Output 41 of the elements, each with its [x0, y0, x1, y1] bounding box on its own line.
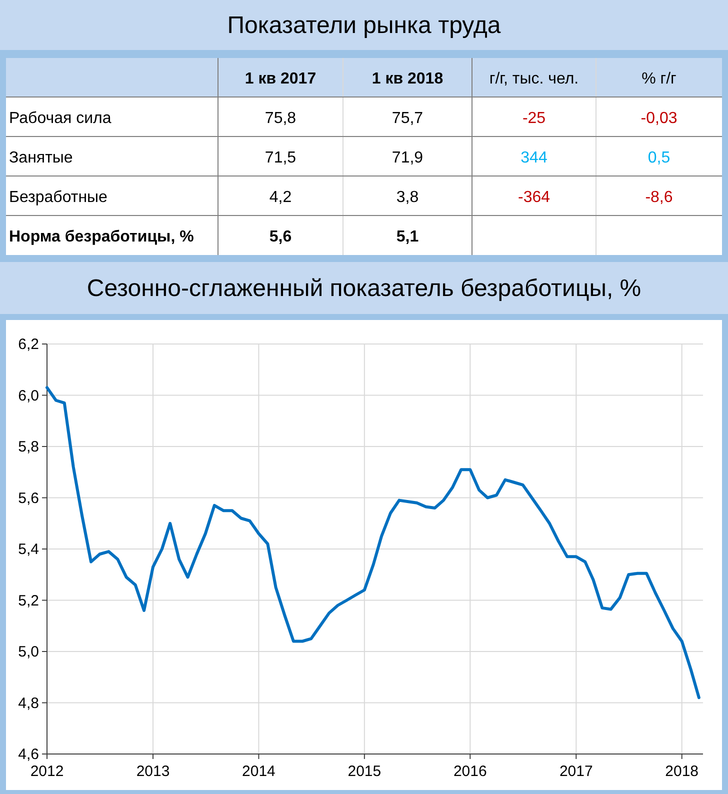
y-tick-label: 5,8: [18, 438, 39, 456]
y-tick-label: 5,0: [18, 644, 39, 660]
category-label: 1 кв 2017: [244, 70, 316, 88]
x-tick-label: 2012: [30, 763, 64, 780]
text: -364: [518, 188, 550, 206]
category-label: Занятые: [9, 149, 73, 166]
text: Показатели рынка труда: [227, 12, 502, 39]
y-tick-label: 6,0: [18, 387, 39, 404]
text: 4,2: [269, 188, 292, 206]
text: 5,6: [269, 228, 292, 246]
line-series: [46, 386, 700, 700]
x-tick-label: 2013: [136, 763, 170, 780]
text: 71,5: [264, 149, 296, 166]
category-label: Безработные: [9, 188, 108, 206]
text: -0,03: [640, 110, 678, 127]
chart-title: Сезонно-сглаженный показатель безработицы, %: [86, 275, 642, 302]
text: 0,5: [648, 149, 670, 166]
x-tick-label: 2016: [453, 763, 487, 780]
category-label: Рабочая сила: [9, 110, 112, 127]
category-label: Норма безработицы, %: [9, 228, 194, 246]
text: 5,1: [396, 228, 419, 246]
y-tick-label: 5,6: [18, 490, 39, 507]
category-label: % г/г: [642, 70, 677, 88]
category-label: 1 кв 2018: [372, 70, 444, 88]
y-tick-label: 5,2: [18, 592, 39, 610]
x-tick-label: 2018: [665, 763, 699, 780]
category-label: г/г, тыс. чел.: [489, 70, 579, 88]
x-tick-label: 2017: [559, 763, 593, 780]
x-tick-label: 2014: [242, 763, 276, 780]
text: -25: [522, 110, 546, 127]
y-tick-label: 6,2: [18, 336, 39, 353]
text: 71,9: [392, 149, 424, 166]
y-tick-label: 4,6: [18, 746, 39, 763]
x-tick-label: 2015: [348, 763, 382, 780]
text: 75,8: [264, 110, 296, 127]
text: -8,6: [645, 188, 673, 206]
y-tick-label: 4,8: [18, 694, 39, 712]
text: 344: [520, 149, 548, 166]
y-tick-label: 5,4: [18, 541, 39, 558]
text: 75,7: [392, 110, 424, 127]
text: 3,8: [396, 188, 419, 206]
